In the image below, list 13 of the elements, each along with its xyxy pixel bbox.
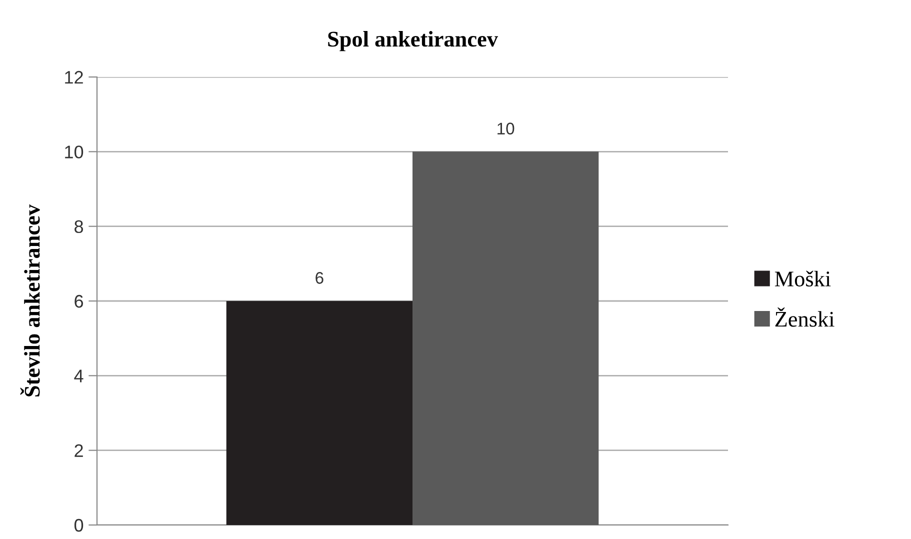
y-tick-label: 2: [74, 444, 83, 457]
legend-label: Ženski: [775, 308, 834, 327]
data-label: 6: [316, 272, 324, 284]
legend-label: Moški: [774, 270, 831, 286]
y-tick-label: 8: [74, 220, 84, 234]
y-tick-label: 0: [74, 518, 84, 532]
data-label: 10: [498, 122, 514, 134]
y-tick-label: 4: [74, 370, 84, 382]
chart-title: Spol anketirancev: [328, 31, 498, 52]
y-tick-label: 6: [74, 294, 84, 308]
y-tick-label: 10: [65, 146, 84, 158]
y-axis-title: Število anketirancev: [20, 204, 40, 396]
y-tick-label: 12: [65, 70, 83, 84]
